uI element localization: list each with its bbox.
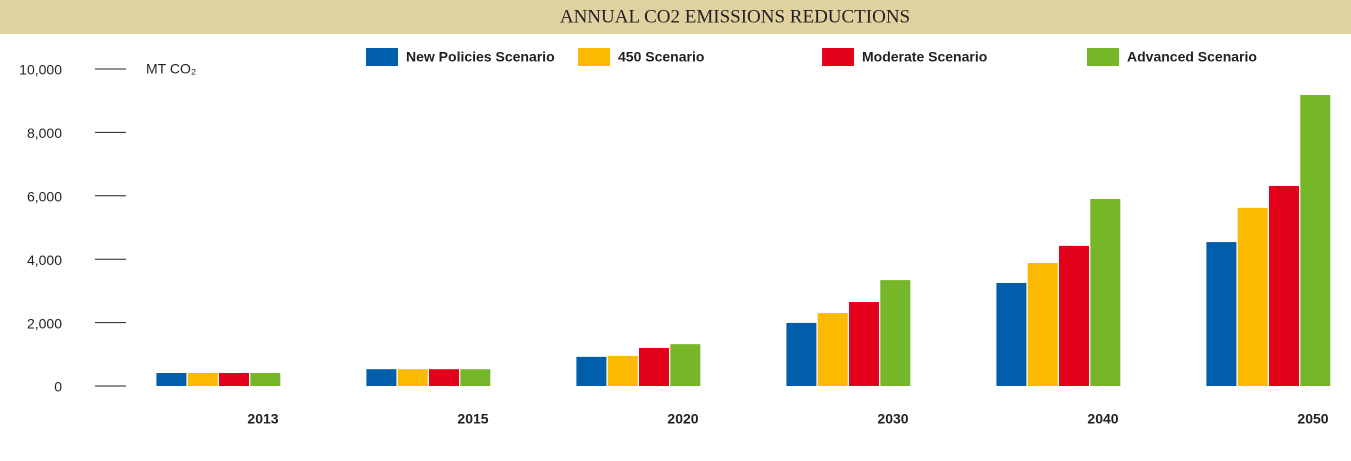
bar — [607, 355, 638, 386]
bar — [156, 373, 187, 386]
bar — [1269, 185, 1299, 386]
bar — [880, 280, 911, 386]
y-tick-label: 0 — [54, 379, 62, 395]
y-axis-label: MT CO₂ — [146, 61, 196, 77]
x-tick-label: 2013 — [247, 411, 278, 427]
bar — [1206, 242, 1237, 386]
bar — [250, 373, 281, 386]
y-tick-label: 2,000 — [27, 315, 62, 331]
x-tick-label: 2020 — [667, 411, 698, 427]
bar — [639, 347, 669, 386]
legend-label: Moderate Scenario — [862, 49, 987, 65]
x-tick-label: 2030 — [877, 411, 908, 427]
y-tick-label: 8,000 — [27, 125, 62, 141]
x-tick-label: 2015 — [457, 411, 488, 427]
legend-label: New Policies Scenario — [406, 49, 555, 65]
bar — [670, 344, 701, 386]
bar — [187, 373, 218, 386]
bar — [786, 322, 817, 386]
bar — [1027, 263, 1058, 386]
y-tick-label: 4,000 — [27, 252, 62, 268]
bar — [1237, 207, 1268, 386]
legend-label: 450 Scenario — [618, 49, 704, 65]
bar — [366, 369, 397, 386]
y-tick-label: 10,000 — [19, 62, 62, 78]
legend-swatch — [366, 48, 398, 66]
x-tick-label: 2040 — [1087, 411, 1118, 427]
bar — [1300, 94, 1331, 386]
title-bar — [0, 0, 1351, 34]
y-tick-label: 6,000 — [27, 189, 62, 205]
bar — [576, 356, 607, 386]
bar — [996, 282, 1027, 386]
legend-swatch — [822, 48, 854, 66]
bar — [1090, 198, 1121, 386]
chart-title: ANNUAL CO2 EMISSIONS REDUCTIONS — [560, 6, 910, 27]
x-tick-label: 2050 — [1297, 411, 1328, 427]
bar — [1059, 245, 1089, 386]
bar — [219, 373, 249, 386]
legend-label: Advanced Scenario — [1127, 49, 1257, 65]
legend-swatch — [1087, 48, 1119, 66]
bar — [460, 369, 491, 386]
bar — [429, 369, 459, 386]
legend-swatch — [578, 48, 610, 66]
bar — [397, 369, 428, 386]
bar — [817, 313, 848, 386]
bar — [849, 301, 879, 386]
